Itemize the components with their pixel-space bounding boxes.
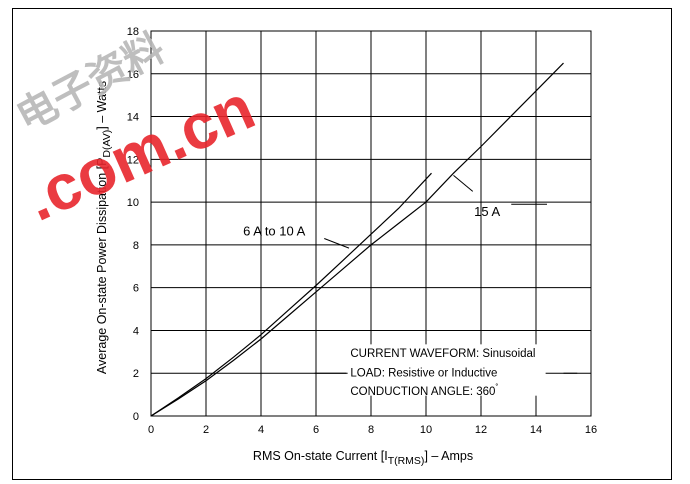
y-tick-label: 14 xyxy=(127,112,139,124)
y-tick-label: 12 xyxy=(127,154,139,166)
x-tick-label: 16 xyxy=(585,424,597,436)
x-tick-label: 6 xyxy=(313,424,319,436)
y-tick-label: 18 xyxy=(127,26,139,38)
series-leader-15a xyxy=(453,174,474,192)
y-axis-label-subscript: D(AV) xyxy=(101,130,113,158)
x-axis-label-prefix: RMS On-state Current [I xyxy=(253,449,388,463)
y-tick-label: 10 xyxy=(127,197,139,209)
callout-15a: 15 A xyxy=(453,174,547,219)
y-tick-label: 0 xyxy=(133,411,139,423)
x-tick-label: 0 xyxy=(148,424,154,436)
series-lines xyxy=(150,62,564,417)
note-angle: CONDUCTION ANGLE: 360˚ xyxy=(350,383,498,398)
y-tick-label: 16 xyxy=(127,69,139,81)
series-label-6a-to-10a: 6 A to 10 A xyxy=(243,223,305,238)
y-tick-labels: 0 2 4 6 8 10 12 14 16 18 xyxy=(127,26,139,423)
y-tick-label: 2 xyxy=(133,368,139,380)
x-tick-label: 8 xyxy=(368,424,374,436)
y-tick-label: 8 xyxy=(133,240,139,252)
note-angle-text: CONDUCTION ANGLE: 360 xyxy=(350,386,495,398)
x-axis-label-suffix: ] – Amps xyxy=(424,449,473,463)
y-tick-label: 4 xyxy=(133,325,139,337)
x-tick-label: 12 xyxy=(475,424,487,436)
y-axis-label-suffix: ] – Watts xyxy=(95,81,109,130)
x-axis-label-subscript: T(RMS) xyxy=(388,455,425,467)
x-axis-label: RMS On-state Current [IT(RMS)] – Amps xyxy=(253,449,473,467)
note-angle-degree: ˚ xyxy=(495,383,498,393)
y-axis-label: Average On-state Power Dissipation [PD(A… xyxy=(95,81,113,374)
callout-6a-10a: 6 A to 10 A xyxy=(243,223,350,249)
x-tick-label: 4 xyxy=(258,424,264,436)
series-leader-6a-to-10a xyxy=(324,238,350,249)
y-axis-label-prefix: Average On-state Power Dissipation [P xyxy=(95,158,109,375)
x-tick-label: 10 xyxy=(420,424,432,436)
x-tick-label: 2 xyxy=(203,424,209,436)
x-tick-label: 14 xyxy=(530,424,542,436)
y-tick-label: 6 xyxy=(133,283,139,295)
chart-frame xyxy=(12,8,672,480)
series-line-0 xyxy=(150,172,432,417)
conditions-note: CURRENT WAVEFORM: Sinusoidal LOAD: Resis… xyxy=(314,344,578,398)
x-tick-labels: 0 2 4 6 8 10 12 14 16 xyxy=(148,424,597,436)
note-waveform: CURRENT WAVEFORM: Sinusoidal xyxy=(350,348,535,360)
series-label-15a: 15 A xyxy=(474,204,500,219)
note-load: LOAD: Resistive or Inductive xyxy=(350,367,497,379)
series-line-1 xyxy=(150,62,564,417)
conditions-note-background xyxy=(346,344,564,396)
plot-border xyxy=(150,30,592,417)
